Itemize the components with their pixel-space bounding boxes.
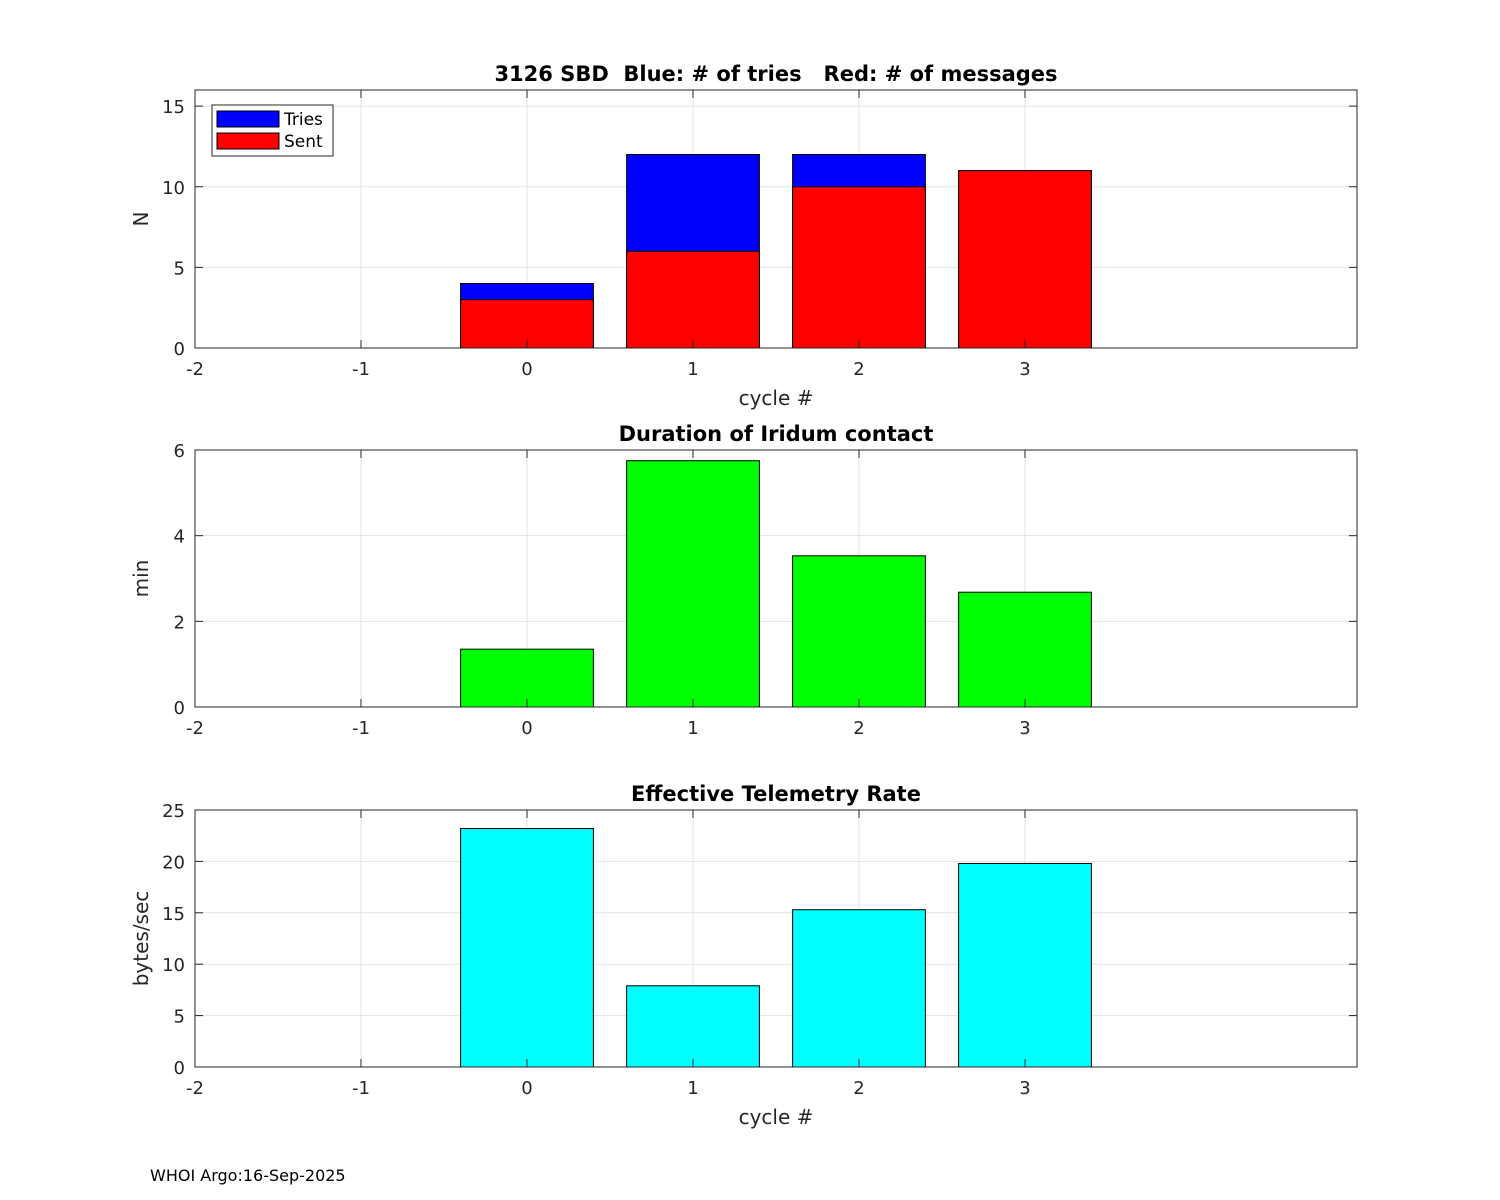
chart-title: Duration of Iridum contact (619, 422, 934, 446)
y-tick-label: 15 (162, 904, 185, 925)
axes-box (194, 809, 1358, 1068)
x-tick-label: -2 (186, 1078, 204, 1099)
bar-series0-cycle-3 (958, 862, 1092, 1068)
x-tick-label: 0 (521, 1078, 532, 1099)
axes-box (194, 449, 1358, 708)
x-tick-label: 0 (521, 359, 532, 380)
chart-title: Effective Telemetry Rate (631, 782, 921, 806)
x-tick-label: 2 (853, 359, 864, 380)
x-tick-label: 1 (687, 718, 698, 739)
x-tick-label: 3 (1019, 359, 1030, 380)
x-axis-label: cycle # (739, 1105, 814, 1129)
x-tick-label: 0 (521, 718, 532, 739)
x-axis-label: cycle # (739, 386, 814, 410)
y-axis-label: min (129, 560, 153, 598)
bar-series0-cycle-0 (460, 648, 594, 708)
chart-title: 3126 SBD Blue: # of tries Red: # of mess… (494, 62, 1057, 86)
x-tick-label: 1 (687, 359, 698, 380)
legend-label-sent: Sent (284, 132, 323, 152)
x-tick-label: 1 (687, 1078, 698, 1099)
x-tick-label: -2 (186, 359, 204, 380)
y-tick-label: 20 (162, 852, 185, 873)
y-tick-label: 0 (174, 698, 185, 719)
y-tick-label: 5 (174, 1007, 185, 1028)
chart-panel-3: -2 -1 0 1 2 3 0 5 10 15 20 25 Effective Telemetry Ra… (129, 782, 1358, 1129)
y-axis-label: N (129, 212, 153, 227)
x-tick-label: -2 (186, 718, 204, 739)
bar-sent-cycle-2 (792, 186, 926, 349)
y-tick-label: 25 (162, 801, 185, 822)
bar-series0-cycle-1 (626, 460, 760, 708)
axes-background (195, 90, 1357, 348)
bar-series0-cycle-2 (792, 555, 926, 708)
y-tick-label: 6 (174, 441, 185, 462)
footer-note: WHOI Argo:16-Sep-2025 (150, 1166, 346, 1185)
y-tick-label: 15 (162, 97, 185, 118)
bar-series0-cycle-2 (792, 909, 926, 1068)
bar-sent-cycle-3 (958, 170, 1092, 349)
x-tick-label: 3 (1019, 718, 1030, 739)
chart-panel-1: -2 -1 0 1 2 3 0 5 10 15 3126 SBD Blue: # of tries … (129, 62, 1358, 410)
y-tick-label: 10 (162, 955, 185, 976)
y-tick-label: 5 (174, 258, 185, 279)
x-tick-label: -1 (352, 718, 370, 739)
axes-background (195, 450, 1357, 707)
x-tick-label: 2 (853, 718, 864, 739)
legend-swatch-tries (216, 110, 280, 128)
x-tick-label: 2 (853, 1078, 864, 1099)
legend-label-tries: Tries (283, 110, 323, 130)
axes-background (195, 810, 1357, 1067)
y-axis-label: bytes/sec (129, 891, 153, 987)
bar-sent-cycle-1 (626, 250, 760, 349)
axes-box (194, 89, 1358, 349)
y-tick-label: 2 (174, 612, 185, 633)
y-tick-label: 4 (174, 527, 185, 548)
y-tick-label: 0 (174, 1058, 185, 1079)
legend-swatch-sent (216, 132, 280, 150)
x-tick-label: -1 (352, 359, 370, 380)
bar-sent-cycle-0 (460, 299, 594, 349)
y-tick-label: 0 (174, 339, 185, 360)
chart-panel-2: -2 -1 0 1 2 3 0 2 4 6 Duration of Iridum contact mi… (129, 422, 1358, 739)
x-tick-label: -1 (352, 1078, 370, 1099)
bar-series0-cycle-0 (460, 828, 594, 1068)
x-tick-label: 3 (1019, 1078, 1030, 1099)
bar-series0-cycle-3 (958, 591, 1092, 708)
bar-series0-cycle-1 (626, 985, 760, 1068)
y-tick-label: 10 (162, 178, 185, 199)
